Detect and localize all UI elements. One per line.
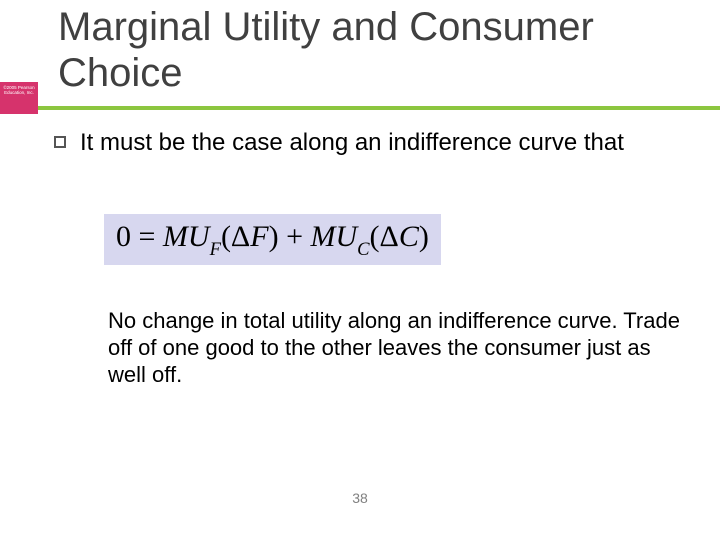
eq-mu1: MU (163, 220, 210, 253)
eq-zero: 0 (116, 220, 131, 253)
bullet-item: It must be the case along an indifferenc… (54, 128, 690, 158)
slide-title: Marginal Utility and Consumer Choice (58, 4, 700, 96)
eq-dc-var: C (399, 220, 419, 253)
eq-sub-c: C (357, 239, 369, 260)
page-number: 38 (0, 490, 720, 506)
explanation-text: No change in total utility along an indi… (108, 308, 690, 388)
copyright-text: ©2005 Pearson Education, Inc. (3, 85, 34, 95)
eq-plus: + (279, 220, 311, 253)
body-area: It must be the case along an indifferenc… (54, 128, 690, 158)
eq-df-open: (Δ (221, 220, 250, 253)
eq-close2: ) (419, 220, 429, 253)
bullet-lead-text: It must be the case along an indifferenc… (80, 128, 624, 158)
eq-sub-f: F (210, 239, 221, 260)
equation: 0 = MUF(ΔF) + MUC(ΔC) (104, 214, 441, 265)
title-underline (38, 106, 720, 110)
slide-title-area: Marginal Utility and Consumer Choice (58, 4, 700, 96)
eq-equals: = (131, 220, 163, 253)
bullet-marker-icon (54, 136, 66, 148)
eq-dc-open: (Δ (370, 220, 399, 253)
eq-close1: ) (269, 220, 279, 253)
copyright-badge: ©2005 Pearson Education, Inc. (0, 82, 38, 114)
eq-mu2: MU (310, 220, 357, 253)
eq-df-var: F (250, 220, 268, 253)
